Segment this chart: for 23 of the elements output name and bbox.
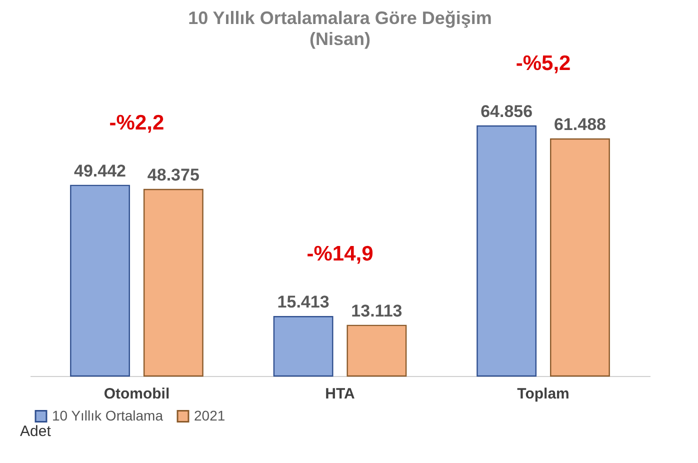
annotation: -%14,9 bbox=[306, 242, 374, 266]
data-label: 64.856 bbox=[480, 102, 533, 121]
data-label: 49.442 bbox=[74, 161, 126, 180]
text: -%5,2 bbox=[516, 52, 571, 75]
bar bbox=[273, 316, 334, 377]
text: Adet bbox=[20, 423, 52, 440]
bar bbox=[550, 138, 610, 377]
x-tick-label: Toplam bbox=[517, 386, 570, 402]
data-label: 48.375 bbox=[147, 166, 200, 185]
data-label: 15.413 bbox=[277, 292, 330, 312]
bar bbox=[346, 324, 407, 377]
bar bbox=[70, 184, 130, 377]
chart-title: 10 Yıllık Ortalamalara Göre Değişim bbox=[188, 8, 492, 28]
bar bbox=[476, 125, 537, 377]
x-tick-label: Otomobil bbox=[104, 386, 170, 402]
legend-label: 2021 bbox=[194, 407, 226, 424]
x-tick-label: HTA bbox=[325, 386, 356, 402]
chart-subtitle: (Nisan) bbox=[309, 29, 371, 49]
annotation: -%2,2 bbox=[109, 111, 164, 134]
data-label: 13.113 bbox=[351, 301, 402, 320]
bar bbox=[143, 188, 204, 377]
legend-label: 10 Yıllık Ortalama bbox=[52, 407, 164, 424]
data-label: 61.488 bbox=[554, 114, 606, 134]
